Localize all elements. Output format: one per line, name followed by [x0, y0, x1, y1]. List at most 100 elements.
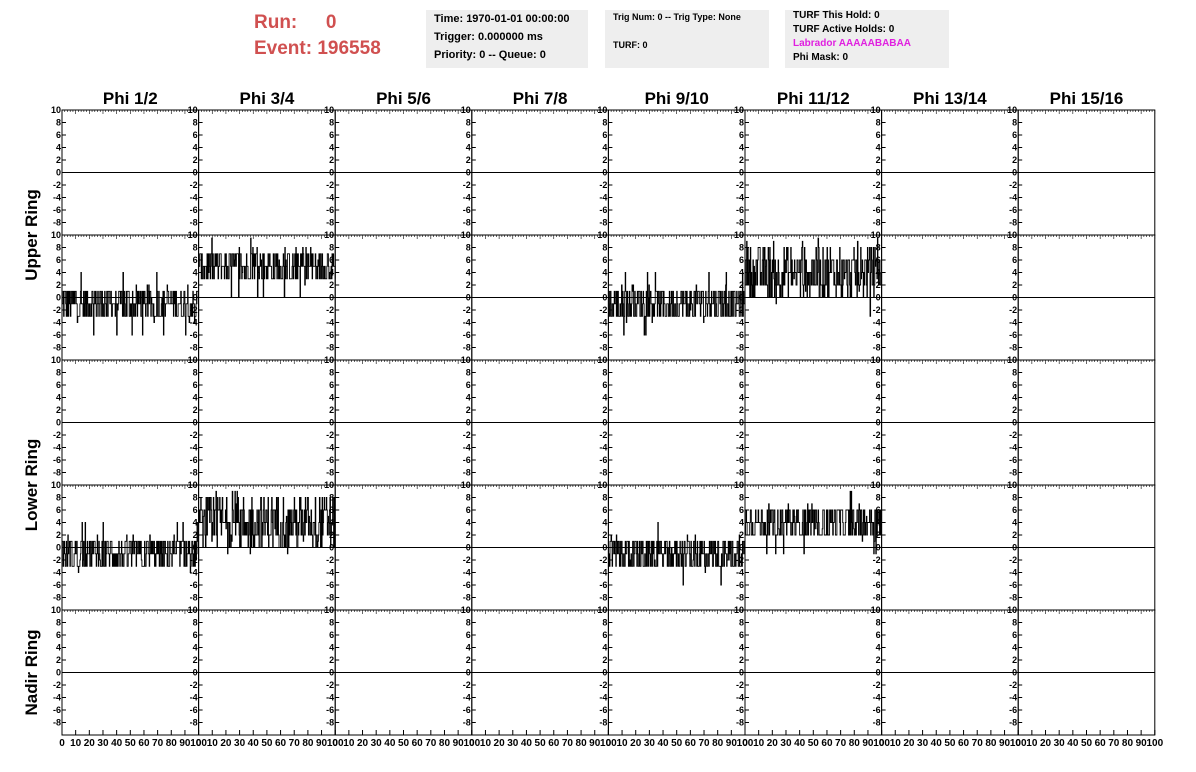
x-tick-label: 20 — [84, 738, 96, 749]
y-tick-label: -2 — [463, 430, 471, 440]
x-tick-label: 40 — [384, 738, 396, 749]
y-tick-label: -6 — [326, 205, 334, 215]
y-tick-label: 8 — [329, 493, 334, 503]
y-tick-label: 6 — [193, 255, 198, 265]
y-tick-label: 0 — [466, 668, 471, 678]
y-tick-label: -2 — [599, 180, 607, 190]
y-tick-label: 10 — [51, 355, 61, 365]
y-tick-label: -6 — [53, 205, 61, 215]
x-tick-label: 30 — [507, 738, 519, 749]
y-tick-label: 6 — [876, 130, 881, 140]
y-tick-label: 0 — [329, 543, 334, 553]
y-tick-label: -6 — [53, 330, 61, 340]
y-tick-label: -8 — [599, 718, 607, 728]
y-tick-label: 8 — [876, 493, 881, 503]
y-tick-label: 10 — [461, 355, 471, 365]
x-tick-label: 100 — [1146, 738, 1163, 749]
x-tick-label: 10 — [890, 738, 902, 749]
y-tick-label: 0 — [466, 543, 471, 553]
y-tick-label: 4 — [193, 143, 198, 153]
y-tick-label: -6 — [736, 705, 744, 715]
trig-info-box: Trig Num: 0 -- Trig Type: None TURF: 0 — [605, 10, 769, 68]
phi-title: Phi 13/14 — [913, 89, 987, 108]
y-tick-label: 8 — [56, 493, 61, 503]
y-tick-label: 2 — [739, 655, 744, 665]
y-tick-label: -6 — [1009, 455, 1017, 465]
y-tick-label: -6 — [463, 455, 471, 465]
y-tick-label: -4 — [190, 568, 198, 578]
y-tick-label: -8 — [873, 593, 881, 603]
y-tick-label: 10 — [461, 480, 471, 490]
y-tick-label: 10 — [188, 230, 198, 240]
y-tick-label: 0 — [602, 293, 607, 303]
y-tick-label: 10 — [51, 230, 61, 240]
y-tick-label: -8 — [463, 343, 471, 353]
y-tick-label: 0 — [602, 668, 607, 678]
y-tick-label: -2 — [873, 555, 881, 565]
phi-title: Phi 1/2 — [103, 89, 158, 108]
y-tick-label: 6 — [56, 380, 61, 390]
x-tick-label: 20 — [357, 738, 369, 749]
y-tick-label: 6 — [329, 380, 334, 390]
y-tick-label: 2 — [56, 530, 61, 540]
y-tick-label: -2 — [53, 430, 61, 440]
x-tick-label: 50 — [535, 738, 547, 749]
y-tick-label: 0 — [602, 543, 607, 553]
y-tick-label: 6 — [1012, 630, 1017, 640]
y-tick-label: -6 — [873, 705, 881, 715]
y-tick-label: 0 — [329, 418, 334, 428]
x-tick-label: 30 — [644, 738, 656, 749]
y-tick-label: 4 — [193, 268, 198, 278]
y-tick-label: 2 — [739, 405, 744, 415]
y-tick-label: 4 — [602, 643, 607, 653]
y-tick-label: -6 — [599, 580, 607, 590]
phi-title: Phi 15/16 — [1050, 89, 1124, 108]
turf-active-holds-text: TURF Active Holds: 0 — [793, 24, 895, 35]
x-tick-label: 60 — [685, 738, 697, 749]
y-tick-label: 10 — [1007, 605, 1017, 615]
y-tick-label: 0 — [329, 168, 334, 178]
y-tick-label: 6 — [193, 380, 198, 390]
y-tick-label: 2 — [193, 280, 198, 290]
x-tick-label: 90 — [862, 738, 874, 749]
run-label: Run: — [254, 12, 298, 33]
y-tick-label: -4 — [190, 193, 198, 203]
y-tick-label: -6 — [463, 205, 471, 215]
y-tick-label: -4 — [873, 318, 881, 328]
y-tick-label: 8 — [56, 243, 61, 253]
y-tick-label: 4 — [739, 518, 744, 528]
y-tick-label: 6 — [56, 505, 61, 515]
y-tick-label: -4 — [1009, 318, 1017, 328]
y-tick-label: 4 — [1012, 518, 1017, 528]
y-tick-label: -8 — [1009, 468, 1017, 478]
y-tick-label: 0 — [1012, 168, 1017, 178]
x-tick-label: 20 — [1040, 738, 1052, 749]
y-tick-label: 10 — [188, 480, 198, 490]
y-tick-label: 8 — [1012, 618, 1017, 628]
y-tick-label: 0 — [876, 543, 881, 553]
x-tick-label: 40 — [111, 738, 123, 749]
x-tick-label: 100 — [463, 738, 480, 749]
y-tick-label: 8 — [739, 243, 744, 253]
x-tick-label: 50 — [125, 738, 137, 749]
x-tick-label: 10 — [616, 738, 628, 749]
y-tick-label: -2 — [53, 305, 61, 315]
y-tick-label: 6 — [602, 630, 607, 640]
y-tick-label: 6 — [466, 255, 471, 265]
y-tick-label: 0 — [602, 418, 607, 428]
turf-this-hold-text: TURF This Hold: 0 — [793, 10, 880, 21]
y-tick-label: -4 — [873, 443, 881, 453]
y-tick-label: -2 — [599, 555, 607, 565]
ring-title: Nadir Ring — [22, 630, 41, 716]
y-tick-label: 8 — [739, 118, 744, 128]
x-tick-label: 10 — [480, 738, 492, 749]
x-tick-label: 50 — [261, 738, 273, 749]
y-tick-label: 6 — [1012, 505, 1017, 515]
y-tick-label: -8 — [463, 218, 471, 228]
y-tick-label: -8 — [190, 218, 198, 228]
x-tick-label: 100 — [873, 738, 890, 749]
y-tick-label: -8 — [53, 343, 61, 353]
y-tick-label: -6 — [599, 205, 607, 215]
y-tick-label: -4 — [736, 193, 744, 203]
x-tick-label: 70 — [425, 738, 437, 749]
